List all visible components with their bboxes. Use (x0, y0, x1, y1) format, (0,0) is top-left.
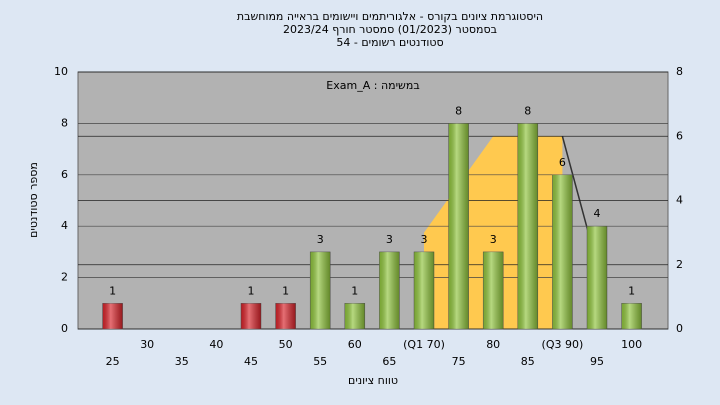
x-tick-label: 35 (175, 355, 189, 368)
x-tick-label: 25 (106, 355, 120, 368)
x-tick-label: 85 (521, 355, 535, 368)
bar-shade (587, 226, 607, 329)
bar-shade (275, 303, 296, 329)
y-tick-label: 2 (61, 271, 68, 284)
bar-shade (379, 251, 400, 329)
x-tick-label: (Q1 70) (403, 338, 445, 351)
value-label: 4 (594, 207, 601, 220)
value-label: 3 (421, 233, 428, 246)
x-axis-label: טווח ציונים (348, 374, 398, 387)
bar-shade (310, 251, 331, 329)
annotation: Exam_A : במשימה (326, 79, 419, 92)
bar-shade (344, 303, 365, 329)
x-tick-label: 80 (486, 338, 500, 351)
x-tick-label: 65 (382, 355, 396, 368)
bar-shade (483, 251, 504, 329)
y-axis-label: מספר סטודנטים (27, 162, 40, 238)
x-tick-label: 75 (452, 355, 466, 368)
bar-shade (448, 123, 469, 330)
x-tick-label: 60 (348, 338, 362, 351)
y-tick-label: 0 (61, 322, 68, 335)
value-label: 3 (386, 233, 393, 246)
bar-shade (102, 303, 123, 329)
y-tick-label: 8 (61, 116, 68, 129)
value-label: 1 (248, 284, 255, 297)
chart-title: היסטוגרמת ציונים בקורס - אלגוריתמים וייש… (237, 10, 543, 23)
y2-tick-label: 0 (676, 322, 683, 335)
x-tick-label: 45 (244, 355, 258, 368)
bar-shade (621, 303, 642, 329)
value-label: 8 (455, 104, 462, 117)
bar-shade (517, 123, 538, 330)
y2-tick-label: 8 (676, 65, 683, 78)
value-label: 3 (317, 233, 324, 246)
x-tick-label: 95 (590, 355, 604, 368)
value-label: 3 (490, 233, 497, 246)
value-label: 1 (351, 284, 358, 297)
y2-tick-label: 4 (676, 194, 683, 207)
x-tick-label: 55 (313, 355, 327, 368)
x-tick-label: 30 (140, 338, 154, 351)
x-tick-label: 50 (279, 338, 293, 351)
y2-tick-label: 2 (676, 258, 683, 271)
value-label: 1 (109, 284, 116, 297)
value-label: 1 (282, 284, 289, 297)
x-tick-label: (Q3 90) (542, 338, 584, 351)
x-tick-label: 40 (209, 338, 223, 351)
value-label: 1 (628, 284, 635, 297)
bar-shade (241, 303, 261, 329)
value-label: 6 (559, 156, 566, 169)
y-tick-label: 4 (61, 219, 68, 232)
chart-subtitle: סטודנטים רשומים - 54 (336, 36, 443, 49)
chart-subtitle: בסמסטר (01/2023) סמסטר חורף 2023/24 (283, 23, 497, 36)
x-tick-label: 100 (621, 338, 642, 351)
value-label: 8 (524, 104, 531, 117)
bar-shade (414, 251, 434, 329)
y-tick-label: 6 (61, 168, 68, 181)
y2-tick-label: 6 (676, 129, 683, 142)
bar-shade (552, 174, 573, 329)
y-tick-label: 10 (54, 65, 68, 78)
